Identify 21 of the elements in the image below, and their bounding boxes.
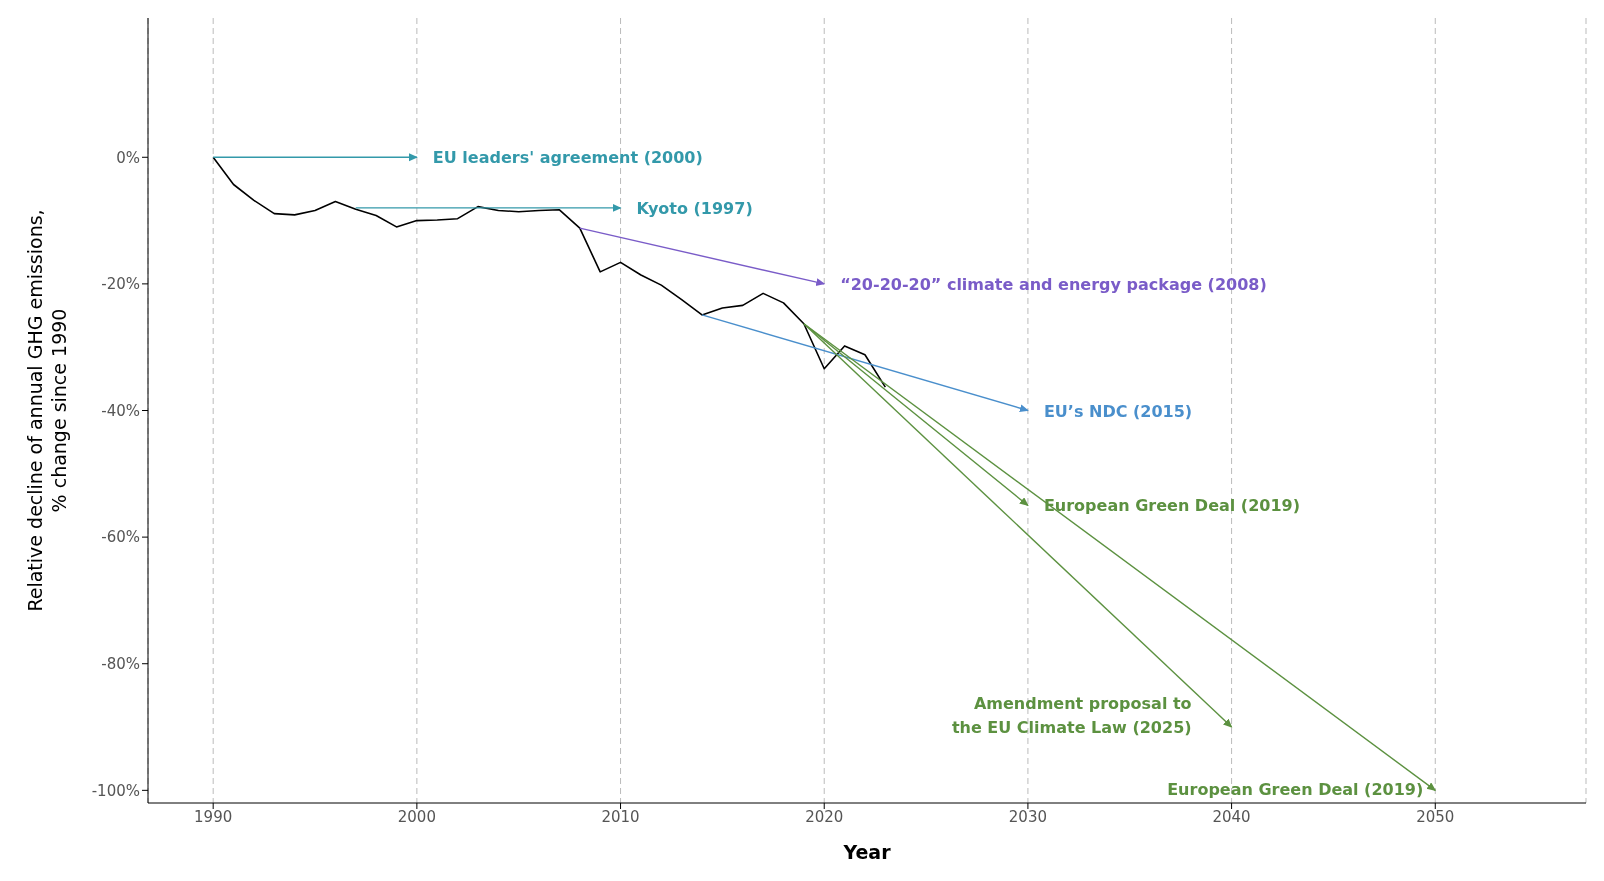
x-tick-label: 2010 — [601, 807, 640, 826]
y-axis-title: Relative decline of annual GHG emissions, % change since 1990 — [24, 209, 70, 612]
y-tick-label: 0% — [116, 148, 140, 167]
series-label: Amendment proposal to the EU Climate Law (2025) — [951, 694, 1192, 738]
x-tick-label: 2040 — [1212, 807, 1251, 826]
x-tick-label: 1990 — [194, 807, 233, 826]
y-tick-label: -20% — [101, 275, 140, 294]
y-tick-label: -40% — [101, 401, 140, 420]
y-tick-label: -60% — [101, 528, 140, 547]
x-tick-label: 2000 — [397, 807, 436, 826]
series-label: EU’s NDC (2015) — [1043, 401, 1193, 421]
series-label: European Green Deal (2019) — [1167, 780, 1424, 800]
series-label: “20-20-20” climate and energy package (2008) — [840, 274, 1267, 294]
x-tick-label: 2050 — [1416, 807, 1455, 826]
x-axis-title: Year — [842, 841, 892, 863]
y-tick-label: -80% — [101, 655, 140, 674]
x-tick-label: 2030 — [1008, 807, 1047, 826]
series-label: EU leaders' agreement (2000) — [432, 148, 703, 168]
y-tick-label: -100% — [91, 781, 140, 800]
series-label: Kyoto (1997) — [636, 198, 753, 218]
x-tick-label: 2020 — [805, 807, 844, 826]
